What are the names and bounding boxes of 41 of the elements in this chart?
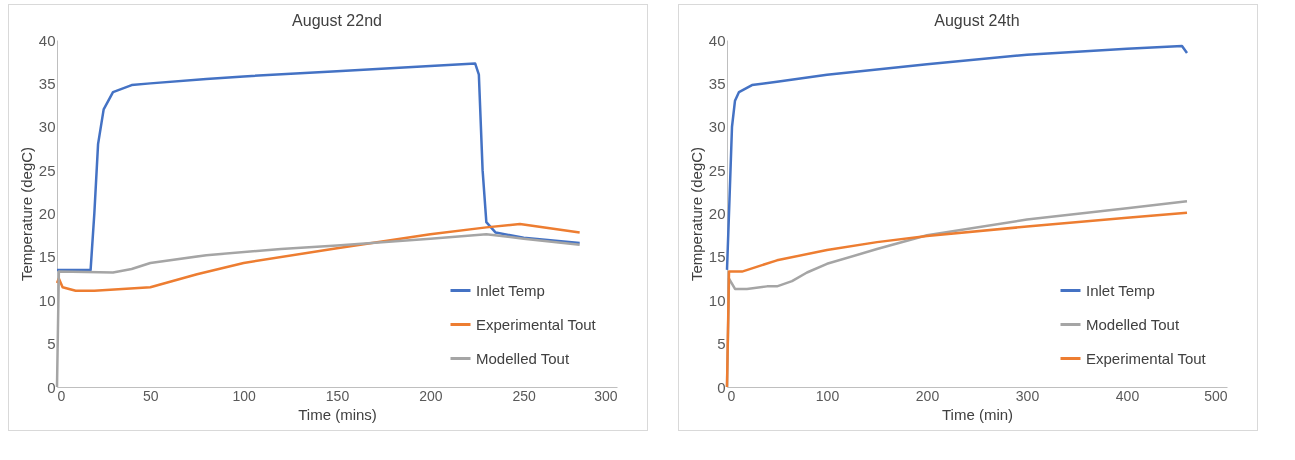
y-tick-label: 30 xyxy=(708,118,726,136)
y-tick-label: 10 xyxy=(38,291,56,309)
y-tick-label: 30 xyxy=(38,118,56,136)
x-tick-label: 200 xyxy=(915,387,940,404)
line-series xyxy=(725,44,1189,272)
chart-title: August 22nd xyxy=(292,12,382,29)
y-tick-label: 35 xyxy=(708,74,726,92)
y-tick-label: 5 xyxy=(47,335,56,353)
x-tick-label: 100 xyxy=(815,387,840,404)
y-tick-label: 25 xyxy=(708,161,726,179)
y-tick-label: 10 xyxy=(708,291,726,309)
y-axis-title: Temperature (degC) xyxy=(687,146,705,282)
x-tick-label: 50 xyxy=(143,387,159,404)
x-tick-label: 300 xyxy=(594,387,618,404)
y-tick-label: 20 xyxy=(708,205,726,222)
y-tick-label: 15 xyxy=(38,248,56,266)
y-axis-title: Temperature (degC) xyxy=(17,146,35,282)
x-tick-label: 100 xyxy=(232,387,257,404)
y-tick-label: 40 xyxy=(38,31,56,49)
legend-label: Modelled Tout xyxy=(476,349,570,367)
y-tick-label: 35 xyxy=(38,74,56,92)
legend-label: Modelled Tout xyxy=(1086,315,1180,333)
y-tick-label: 20 xyxy=(38,205,56,222)
x-axis-title: Time (mins) xyxy=(298,405,377,423)
legend-label: Experimental Tout xyxy=(1086,349,1207,367)
y-tick-label: 40 xyxy=(708,31,726,49)
x-tick-label: 250 xyxy=(512,387,537,404)
legend-label: Inlet Temp xyxy=(1086,281,1155,299)
legend-label: Experimental Tout xyxy=(476,315,597,333)
x-tick-label: 500 xyxy=(1204,387,1228,404)
y-tick-label: 5 xyxy=(717,335,726,353)
chart-title: August 24th xyxy=(934,12,1020,29)
x-axis-title: Time (min) xyxy=(941,405,1014,423)
x-tick-label: 400 xyxy=(1115,387,1140,404)
x-tick-label: 150 xyxy=(325,387,350,404)
y-tick-label: 15 xyxy=(708,248,726,266)
line-series xyxy=(55,62,581,272)
legend-label: Inlet Temp xyxy=(476,281,545,299)
x-tick-label: 300 xyxy=(1015,387,1040,404)
x-tick-label: 200 xyxy=(419,387,443,404)
y-tick-label: 25 xyxy=(38,161,56,179)
